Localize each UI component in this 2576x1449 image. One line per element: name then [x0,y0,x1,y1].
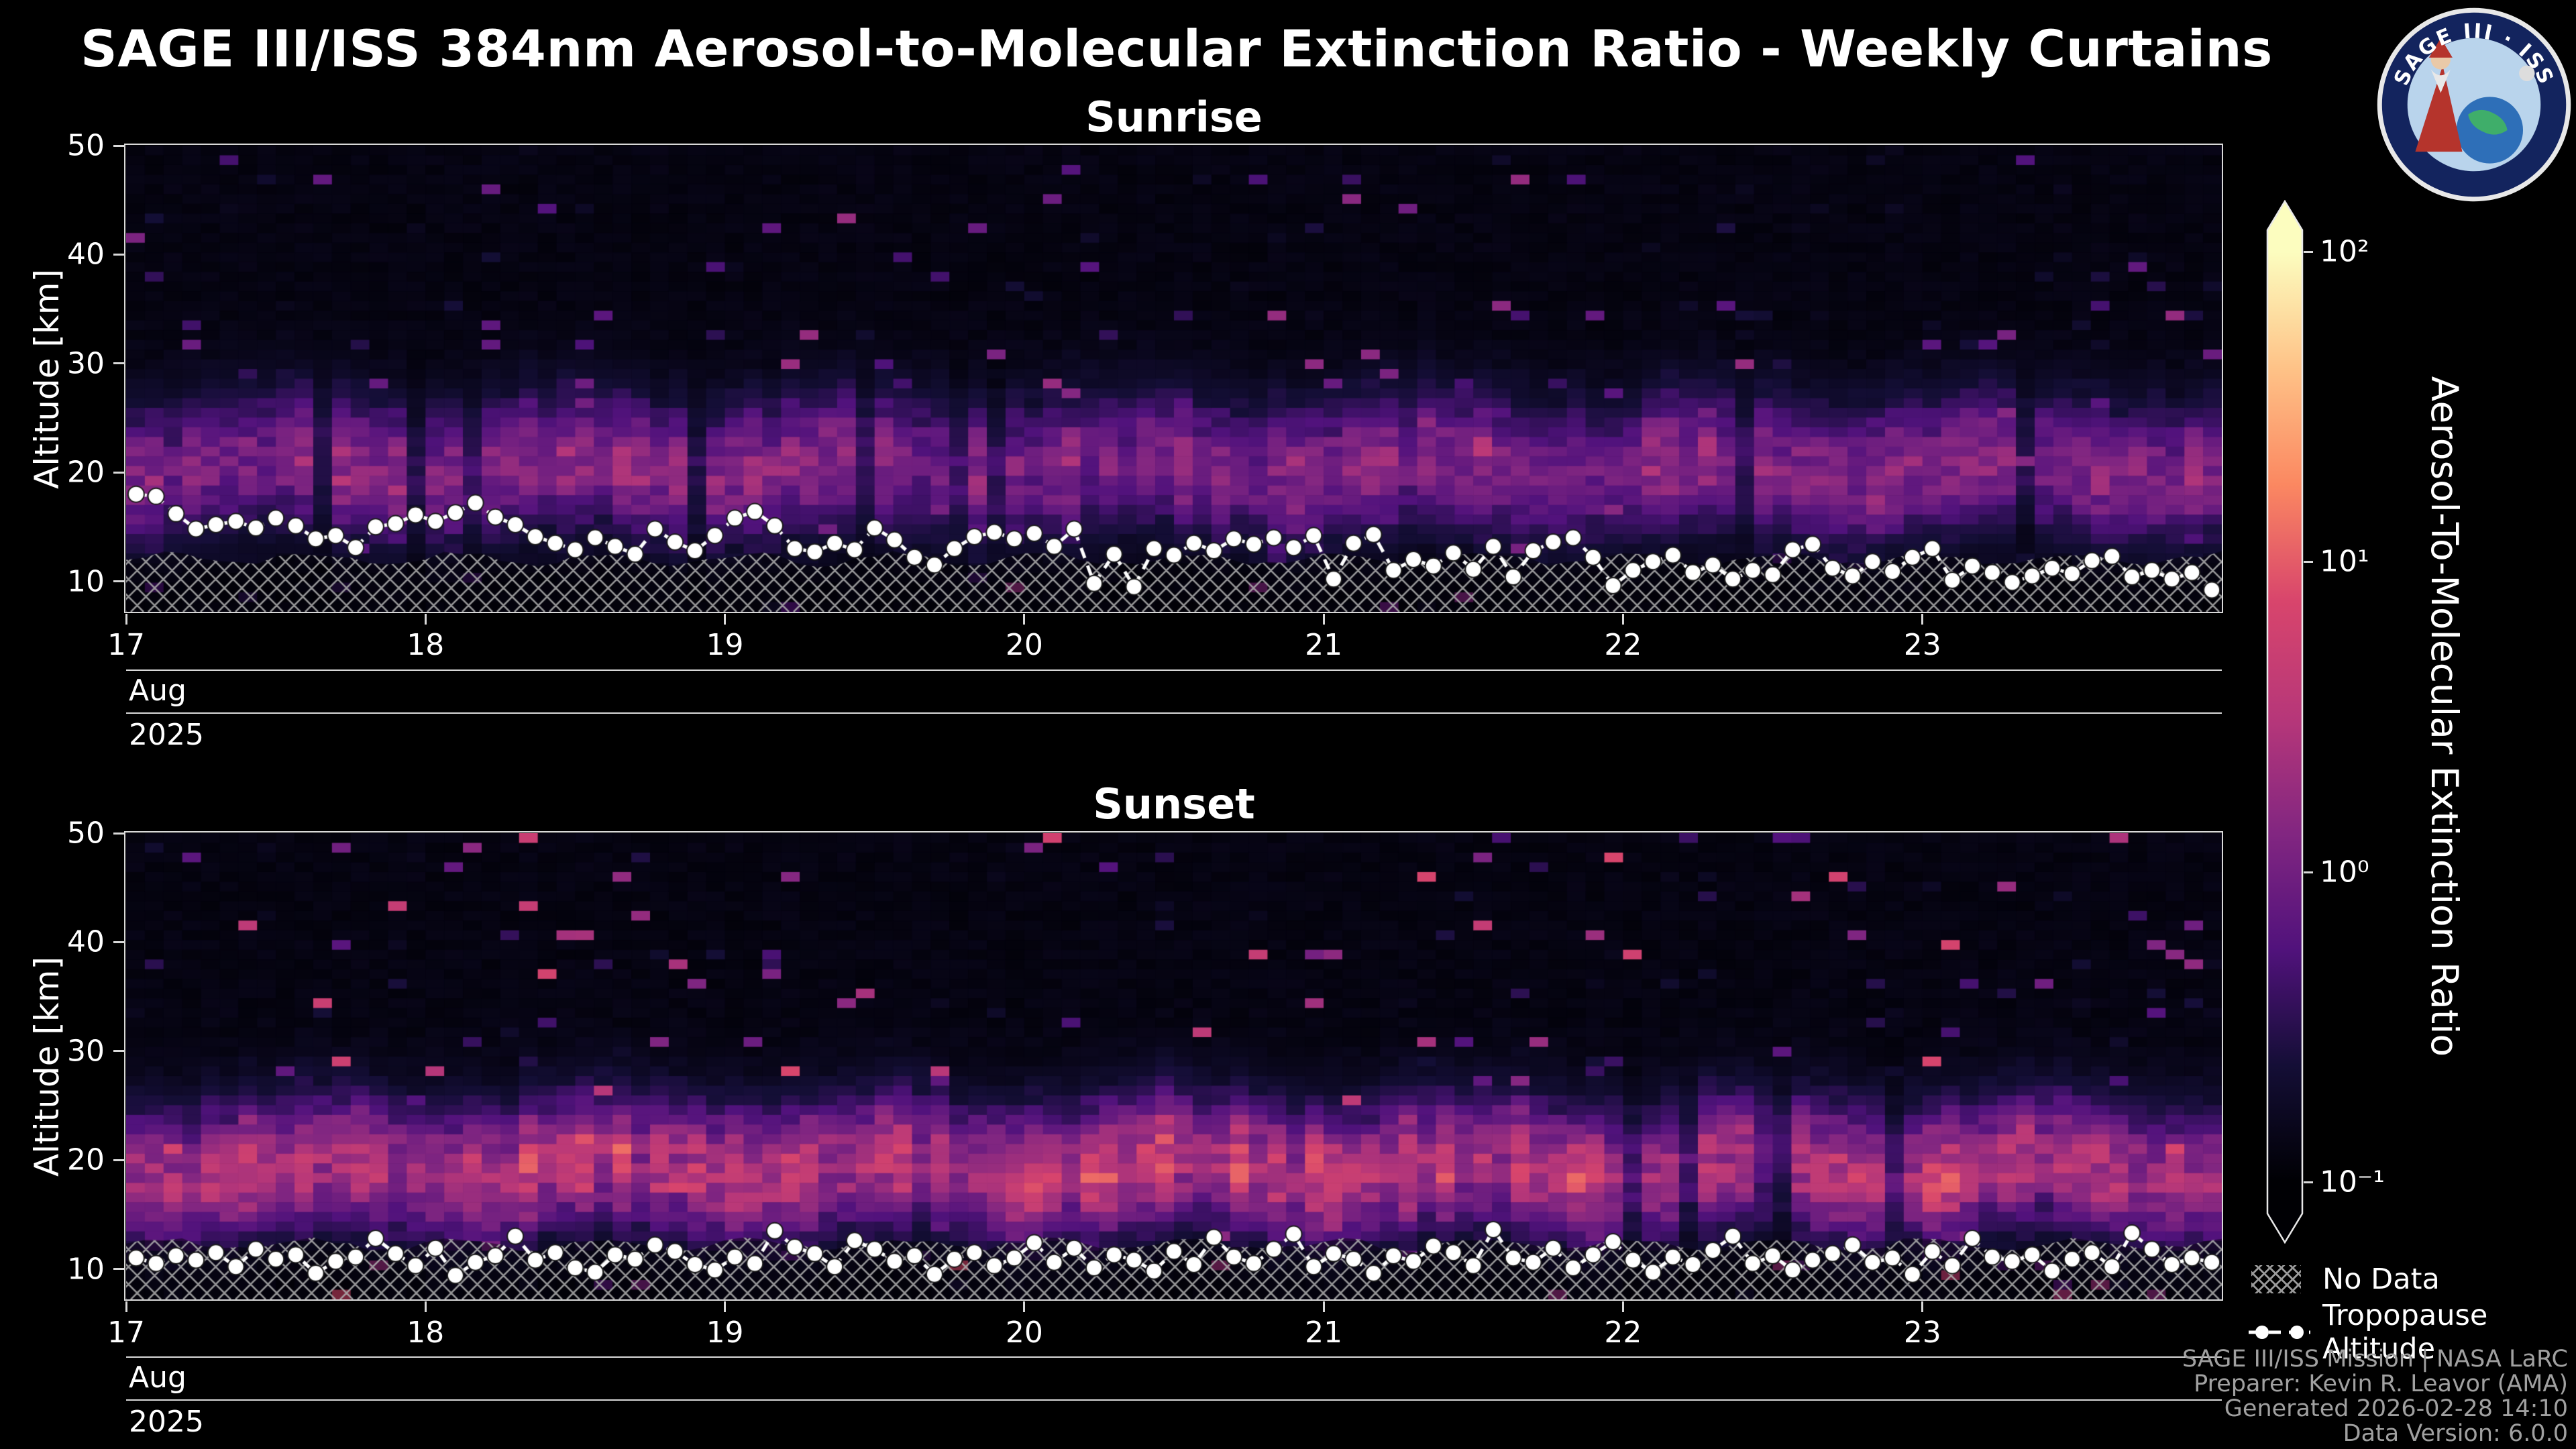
attribution-line: SAGE III/ISS Mission | NASA LaRC [2182,1346,2568,1373]
patch-wizard-hat [2428,38,2453,58]
colorbar-tick-mark [2304,1181,2313,1183]
y-tick-mark [113,941,124,943]
x-tick-label: 17 [107,628,145,662]
colorbar-tick-label: 10⁻¹ [2320,1165,2385,1199]
x-tick-label: 18 [407,628,445,662]
x-tick-mark [424,1301,427,1312]
y-tick-label: 20 [67,455,105,490]
x-tick-mark [1621,1301,1624,1312]
y-tick-label: 10 [67,564,105,599]
x-tick-label: 23 [1903,1316,1941,1350]
month-label-sunset: Aug [129,1360,186,1395]
x-tick-label: 21 [1305,1316,1343,1350]
patch-wizard-beard [2430,69,2451,93]
x-tick-mark [125,614,127,625]
x-tick-label: 19 [706,1316,744,1350]
patch-wizard-robe [2415,65,2463,152]
tropopause-legend-label: Tropopause Altitude [2322,1299,2488,1366]
colorbar-axis-label: Aerosol-To-Molecular Extinction Ratio [2423,376,2466,1057]
x-tick-label: 22 [1604,628,1642,662]
x-tick-mark [1023,614,1026,625]
x-tick-label: 21 [1305,628,1343,662]
y-tick-mark [113,580,124,583]
x-tick-label: 17 [107,1316,145,1350]
date-separator-line [126,1399,2222,1401]
colorbar-tick-label: 10¹ [2320,544,2369,579]
x-tick-mark [125,1301,127,1312]
y-tick-mark [113,1159,124,1161]
y-tick-mark [113,832,124,835]
x-tick-mark [1023,1301,1026,1312]
x-tick-mark [1621,614,1624,625]
x-tick-mark [724,614,727,625]
x-tick-label: 23 [1903,628,1941,662]
y-tick-label: 10 [67,1252,105,1287]
y-tick-mark [113,253,124,256]
x-tick-mark [1322,1301,1325,1312]
colorbar-tick-label: 10² [2320,234,2369,269]
y-tick-mark [113,144,124,147]
date-separator-line [126,1356,2222,1358]
attribution-block: SAGE III/ISS Mission | NASA LaRC Prepare… [2182,1347,2568,1446]
sunset-heatmap-canvas [126,833,2222,1299]
colorbar-tick-label: 10⁰ [2320,855,2369,890]
y-tick-label: 30 [67,346,105,381]
date-separator-line [126,712,2222,714]
attribution-line: Data Version: 6.0.0 [2343,1420,2568,1447]
colorbar-tick-mark [2304,250,2313,253]
tropopause-legend-icon [2249,1326,2310,1339]
x-tick-mark [424,614,427,625]
y-tick-label: 50 [67,128,105,163]
x-tick-label: 20 [1005,1316,1043,1350]
x-tick-mark [1322,614,1325,625]
x-tick-mark [724,1301,727,1312]
y-tick-mark [113,1268,124,1271]
y-tick-mark [113,471,124,474]
y-tick-label: 20 [67,1142,105,1177]
y-tick-label: 30 [67,1034,105,1069]
patch-moon [2519,65,2535,81]
x-tick-label: 19 [706,628,744,662]
attribution-line: Preparer: Kevin R. Leavor (AMA) [2194,1371,2568,1397]
panel-title-sunset: Sunset [1093,780,1255,828]
attribution-line: Generated 2026-02-28 14:10 [2224,1395,2568,1422]
colorbar-tick-mark [2304,871,2313,873]
y-tick-label: 40 [67,924,105,959]
x-tick-label: 22 [1604,1316,1642,1350]
panel-title-sunrise: Sunrise [1085,93,1263,142]
no-data-legend-label: No Data [2322,1263,2440,1296]
mission-patch: SAGE III · ISS [2377,7,2571,202]
y-tick-label: 50 [67,816,105,851]
year-label-sunrise: 2025 [129,718,204,752]
y-tick-label: 40 [67,237,105,272]
month-label-sunrise: Aug [129,674,186,708]
patch-earth-land [2468,109,2508,135]
x-tick-mark [1921,614,1924,625]
colorbar-gradient-bar [2266,200,2304,1244]
no-data-legend-icon [2251,1265,2301,1293]
y-tick-mark [113,362,124,365]
x-tick-mark [1921,1301,1924,1312]
figure-title: SAGE III/ISS 384nm Aerosol-to-Molecular … [80,19,2273,78]
y-tick-mark [113,1050,124,1053]
year-label-sunset: 2025 [129,1405,204,1439]
colorbar [2266,200,2304,1244]
x-tick-label: 20 [1005,628,1043,662]
sunrise-heatmap-canvas [126,146,2222,612]
colorbar-tick-mark [2304,560,2313,563]
date-separator-line [126,669,2222,671]
x-tick-label: 18 [407,1316,445,1350]
